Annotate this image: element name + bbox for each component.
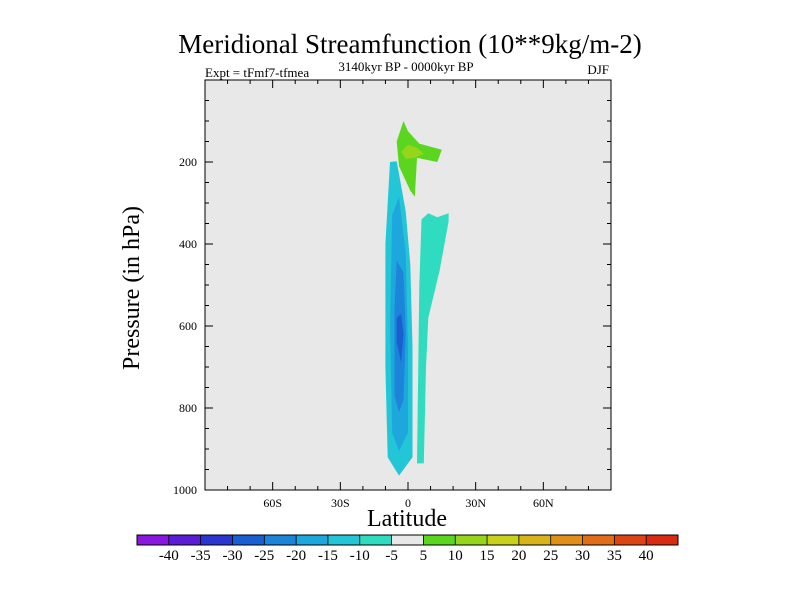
colorbar-swatch	[296, 535, 329, 545]
x-axis-label: Latitude	[367, 506, 447, 532]
y-tick-label: 400	[179, 237, 197, 251]
colorbar-swatch	[359, 535, 392, 545]
x-tick-label: 60N	[533, 496, 554, 510]
colorbar-label: 10	[448, 548, 463, 564]
colorbar-swatch	[582, 535, 615, 545]
period-subtitle: 3140kyr BP - 0000kyr BP	[338, 59, 473, 74]
colorbar-swatch	[614, 535, 647, 545]
colorbar-swatch	[518, 535, 551, 545]
colorbar-swatch	[487, 535, 520, 545]
colorbar-label: 15	[480, 548, 495, 564]
colorbar-label: -40	[159, 548, 179, 564]
colorbar-label: 25	[543, 548, 558, 564]
colorbar-label: -35	[191, 548, 211, 564]
x-tick-label: 30N	[465, 496, 486, 510]
y-tick-label: 800	[179, 401, 197, 415]
colorbar-swatch	[168, 535, 201, 545]
experiment-label: Expt = tFmf7-tfmea	[205, 65, 309, 80]
y-axis-label: Pressure (in hPa)	[119, 206, 145, 370]
colorbar-label: -30	[222, 548, 242, 564]
colorbar-swatch	[455, 535, 488, 545]
colorbar-swatch	[327, 535, 361, 545]
contour-upper-positive-cell-outer	[396, 121, 442, 197]
colorbar-swatch	[232, 535, 265, 545]
x-tick-label: 60S	[263, 496, 282, 510]
colorbar-swatch	[550, 535, 583, 545]
colorbar-swatch	[137, 535, 170, 545]
colorbar-swatch	[391, 535, 424, 545]
season-label: DJF	[587, 62, 609, 77]
contour-upper-positive-cell-inner	[401, 144, 424, 159]
x-tick-label: 0	[405, 496, 411, 510]
x-axis: 60S 30S 0 30N 60N	[227, 80, 589, 510]
colorbar-label: -10	[350, 548, 370, 564]
colorbar-swatch	[423, 535, 456, 545]
colorbar-label: -5	[385, 548, 398, 564]
colorbar-swatch	[200, 535, 233, 545]
colorbar-swatch	[264, 535, 297, 545]
colorbar-label: -25	[254, 548, 274, 564]
x-tick-label: 30S	[331, 496, 350, 510]
chart-title: Meridional Streamfunction (10**9kg/m-2)	[178, 29, 641, 59]
colorbar: -40 -35 -30 -25 -20 -15 -10 -5 5 10 15 20 25 30 35 40	[136, 534, 679, 564]
colorbar-label: -20	[286, 548, 306, 564]
contour-northern-negative-cell	[417, 213, 449, 464]
colorbar-swatch	[646, 535, 679, 545]
colorbar-frame	[136, 534, 679, 546]
contour-negative-cell-core	[396, 313, 404, 363]
colorbar-label: 30	[575, 548, 590, 564]
colorbar-label: 40	[639, 548, 654, 564]
colorbar-label: 35	[607, 548, 622, 564]
y-tick-label: 200	[179, 155, 197, 169]
colorbar-label: -15	[318, 548, 338, 564]
contour-layer	[385, 121, 449, 476]
y-tick-label: 1000	[173, 483, 197, 497]
colorbar-label: 20	[511, 548, 526, 564]
y-axis: 200 400 600 800 1000	[173, 100, 611, 497]
y-tick-label: 600	[179, 319, 197, 333]
colorbar-label: 5	[420, 548, 428, 564]
